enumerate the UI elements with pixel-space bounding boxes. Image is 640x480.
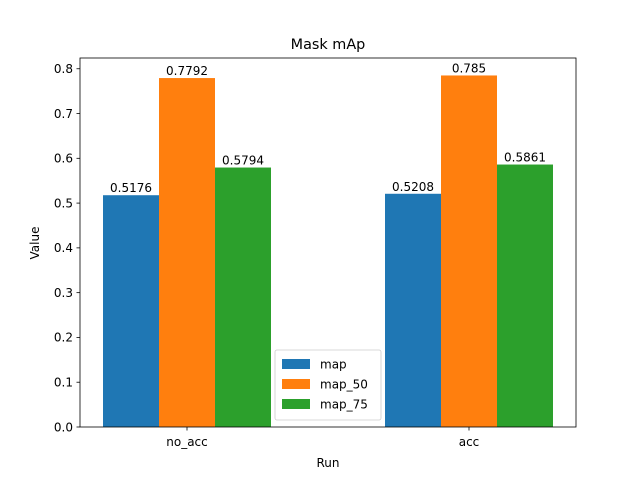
legend-swatch-map_75 [282,399,310,409]
data-label-map_50-acc: 0.785 [452,61,486,75]
y-tick-label: 0.3 [54,286,73,300]
bar-map_75-acc [497,164,553,427]
y-tick-label: 0.4 [54,241,73,255]
x-tick-label-acc: acc [459,435,480,449]
bar-map-acc [385,193,441,427]
y-tick-label: 0.6 [54,152,73,166]
y-tick-label: 0.0 [54,420,73,434]
legend-label-map: map [320,358,347,372]
y-tick-label: 0.5 [54,196,73,210]
x-tick-label-no_acc: no_acc [166,435,208,449]
bar-map_75-no_acc [215,167,271,427]
data-label-map_50-no_acc: 0.7792 [166,64,208,78]
y-tick-label: 0.8 [54,62,73,76]
data-label-map_75-no_acc: 0.5794 [222,154,264,168]
y-axis-label: Value [28,227,42,260]
plot-frame [79,57,577,428]
y-tick-label: 0.2 [54,331,73,345]
plot-area: 0.5176 0.5208 0.7792 0.785 0.5794 0.5861 0.0 0.… [54,57,577,449]
y-tick-label: 0.1 [54,376,73,390]
data-label-map_75-acc: 0.5861 [504,151,546,165]
bar-map_50-acc [441,75,497,427]
data-label-map-acc: 0.5208 [392,180,434,194]
y-tick-label: 0.7 [54,107,73,121]
legend-swatch-map [282,359,310,369]
chart-title: Mask mAp [291,37,366,53]
bar-map-no_acc [103,195,159,427]
bar-map_50-no_acc [159,78,215,427]
legend-label-map_75: map_75 [320,398,368,412]
legend-label-map_50: map_50 [320,378,368,392]
x-axis-label: Run [316,456,339,470]
legend-swatch-map_50 [282,379,310,389]
data-label-map-no_acc: 0.5176 [110,181,152,195]
